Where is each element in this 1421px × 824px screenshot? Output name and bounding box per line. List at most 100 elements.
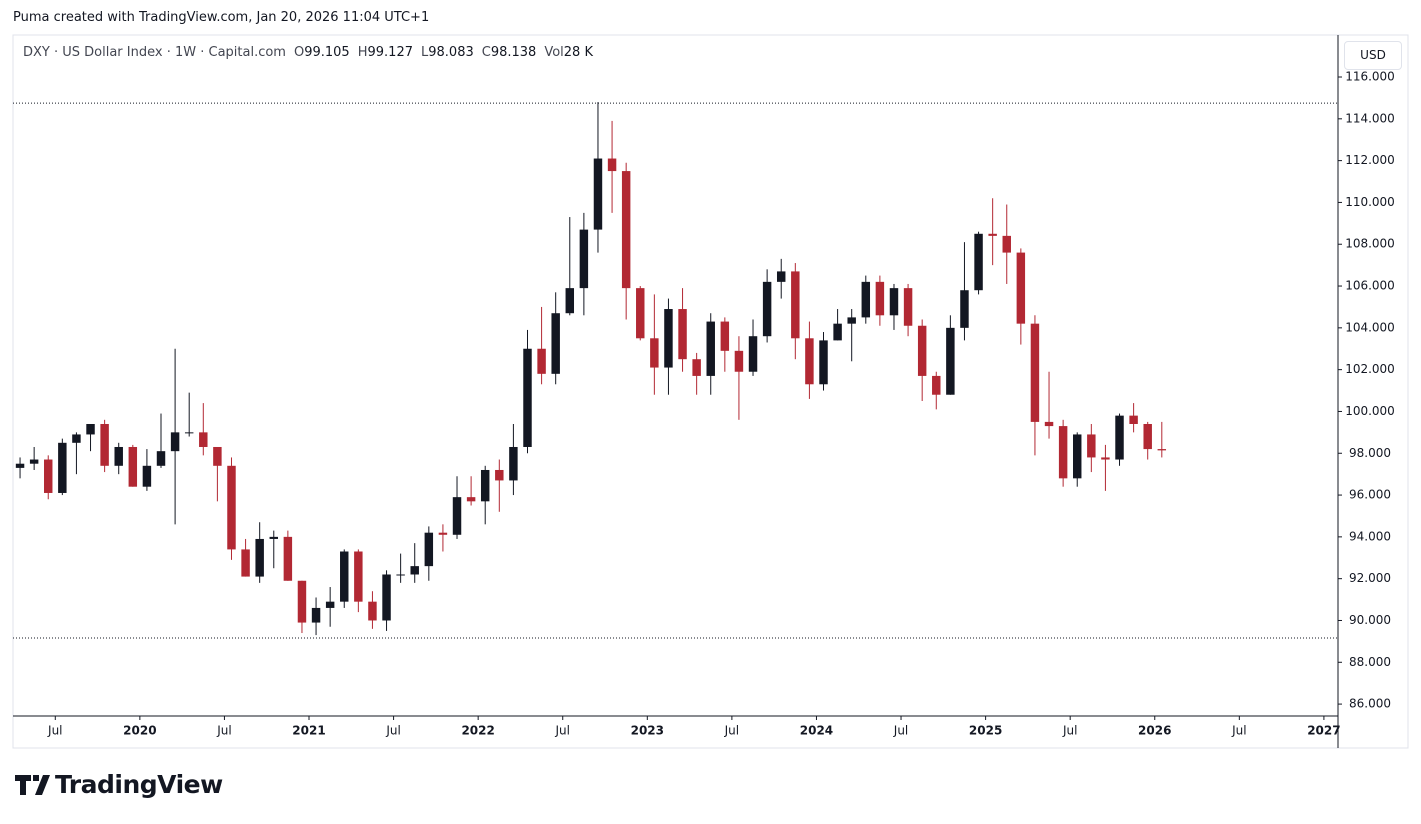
- candle-body: [199, 432, 208, 447]
- vol-value: 28 K: [563, 45, 593, 60]
- x-tick-label: 2023: [631, 724, 664, 738]
- y-tick-label: 108.000: [1345, 237, 1395, 251]
- candle-body: [946, 327, 955, 395]
- candle-body: [410, 566, 419, 575]
- candle-body: [988, 233, 997, 236]
- candle-body: [29, 459, 39, 464]
- candle-body: [917, 325, 927, 376]
- logo: TradingView: [15, 770, 223, 799]
- candle-body: [1143, 423, 1152, 450]
- candle-body: [1002, 235, 1011, 253]
- currency-button[interactable]: USD: [1344, 41, 1402, 70]
- candle-body: [466, 497, 476, 502]
- candle-body: [579, 229, 589, 289]
- candle-body: [269, 536, 278, 539]
- x-tick-label: 2020: [123, 724, 156, 738]
- candle-body: [354, 551, 363, 602]
- x-tick-label: 2024: [800, 724, 833, 738]
- candle-body: [325, 601, 335, 608]
- candle-body: [932, 375, 941, 395]
- candle-body: [607, 158, 617, 172]
- candle-body: [213, 446, 222, 466]
- candle-body: [678, 309, 687, 360]
- candle-body: [720, 321, 730, 351]
- x-tick-label: 2027: [1307, 724, 1340, 738]
- candle-body: [311, 607, 321, 623]
- y-tick-label: 114.000: [1345, 111, 1395, 125]
- candle-body: [480, 469, 490, 502]
- candle-body: [593, 158, 603, 230]
- candle-body: [523, 348, 532, 447]
- candle-body: [340, 551, 349, 602]
- candle-body: [1129, 415, 1138, 424]
- candle-body: [495, 469, 504, 481]
- candle-body: [283, 536, 293, 581]
- caption: Puma created with TradingView.com, Jan 2…: [13, 10, 430, 25]
- candle-body: [819, 340, 828, 385]
- candle-body: [184, 432, 194, 434]
- candle-body: [227, 465, 236, 550]
- candle-body: [903, 288, 913, 326]
- candle-body: [1058, 426, 1068, 479]
- candle-body: [748, 336, 758, 372]
- candle-body: [1157, 449, 1167, 451]
- y-tick-label: 112.000: [1345, 153, 1395, 167]
- candle-body: [1115, 415, 1124, 460]
- y-tick-label: 102.000: [1345, 362, 1395, 376]
- candle-body: [805, 338, 814, 385]
- candle-body: [1030, 323, 1040, 422]
- candle-body: [86, 423, 95, 435]
- candle-body: [396, 574, 405, 576]
- x-tick-label: Jul: [1231, 724, 1246, 738]
- candle-body: [762, 281, 772, 337]
- candle-body: [621, 171, 631, 289]
- candle-body: [241, 549, 250, 577]
- y-tick-label: 88.000: [1349, 655, 1391, 669]
- candle-body: [960, 290, 969, 328]
- y-tick-label: 98.000: [1349, 446, 1391, 460]
- candle-body: [72, 434, 81, 443]
- candle-body: [1087, 434, 1096, 458]
- candle-body: [833, 323, 842, 341]
- candle-body: [791, 271, 800, 339]
- candle-body: [142, 465, 152, 487]
- candle-body: [58, 442, 67, 493]
- ohlc-value: 99.127: [367, 45, 414, 60]
- x-tick-label: 2026: [1138, 724, 1171, 738]
- vol-label: Vol: [544, 45, 564, 60]
- x-tick-label: Jul: [385, 724, 400, 738]
- x-tick-label: 2021: [292, 724, 325, 738]
- candle-body: [100, 423, 109, 466]
- y-tick-label: 92.000: [1349, 571, 1391, 585]
- candle-body: [875, 281, 885, 316]
- logo-text: TradingView: [55, 770, 223, 799]
- candle-body: [382, 574, 391, 621]
- x-tick-label: Jul: [1062, 724, 1077, 738]
- candle-body: [861, 281, 871, 318]
- candle-body: [368, 601, 377, 621]
- candle-body: [452, 497, 462, 535]
- ohlc-label: O: [293, 45, 305, 60]
- candle-body: [255, 538, 264, 577]
- candle-body: [706, 321, 715, 376]
- candle-body: [734, 350, 744, 372]
- ohlc-label: H: [357, 45, 368, 60]
- logo-icon: [15, 775, 50, 795]
- ohlc-value: 98.083: [428, 45, 474, 60]
- ohlc-label: L: [421, 45, 429, 60]
- candle-body: [44, 459, 53, 493]
- candle-body: [509, 446, 518, 481]
- y-tick-label: 90.000: [1349, 613, 1391, 627]
- x-tick-label: Jul: [216, 724, 231, 738]
- candle-body: [15, 463, 25, 468]
- candle-body: [692, 359, 701, 376]
- candle-body: [636, 288, 645, 339]
- candle-body: [424, 532, 434, 567]
- x-tick-label: 2022: [461, 724, 494, 738]
- candle-body: [114, 446, 123, 466]
- y-tick-label: 104.000: [1345, 320, 1395, 334]
- x-tick-label: Jul: [724, 724, 739, 738]
- candle-body: [128, 446, 138, 487]
